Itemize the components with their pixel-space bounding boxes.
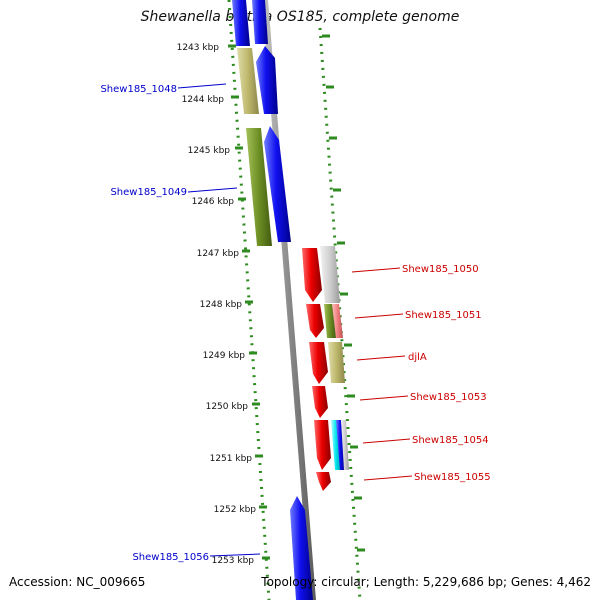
gene-shew185-1048[interactable] <box>237 48 259 114</box>
genome-summary: Topology: circular; Length: 5,229,686 bp… <box>261 575 591 589</box>
gene-shew185-1054-grey[interactable] <box>341 420 349 470</box>
label-leaders-right <box>351 267 413 481</box>
page-title: Shewanella baltica OS185, complete genom… <box>140 9 460 25</box>
gene-shew185-1051-salmon[interactable] <box>332 304 343 338</box>
gene-djla-khaki[interactable] <box>328 342 345 383</box>
gene-label-shew185-1050[interactable]: Shew185_1050 <box>402 264 479 275</box>
gene-label-shew185-1051[interactable]: Shew185_1051 <box>405 310 482 321</box>
gene-shew185-1049[interactable] <box>246 128 272 246</box>
gene-label-shew185-1053[interactable]: Shew185_1053 <box>410 392 487 403</box>
gene-label-djla[interactable]: djlA <box>408 352 427 363</box>
ruler-label: 1248 kbp <box>200 300 243 310</box>
ruler-label: 1251 kbp <box>210 454 253 464</box>
gene-forward-blue[interactable] <box>256 46 278 114</box>
gene-labels-left: Shew185_1048 Shew185_1049 Shew185_1056 <box>100 84 209 563</box>
ruler-label: 1245 kbp <box>188 146 231 156</box>
gene-shew185-1056[interactable] <box>290 496 313 600</box>
genes-value: 4,462 <box>556 575 591 589</box>
accession-info: Accession: NC_009665 <box>9 575 145 589</box>
gene-shew185-1050-grey[interactable] <box>320 246 340 303</box>
gene-shew185-1050[interactable] <box>302 248 322 302</box>
ruler-labels: 1243 kbp 1244 kbp 1245 kbp 1246 kbp 1247… <box>177 43 257 566</box>
accession-label: Accession: <box>9 575 73 589</box>
gene-shew185-1054-blue[interactable] <box>336 420 345 470</box>
gene-forward-blue[interactable] <box>232 0 250 46</box>
length-value: 5,229,686 bp; <box>422 575 508 589</box>
ruler-label: 1250 kbp <box>206 402 249 412</box>
ruler-label: 1247 kbp <box>197 249 240 259</box>
ruler-label: 1243 kbp <box>177 43 220 53</box>
gene-shew185-1054[interactable] <box>314 420 331 470</box>
gene-label-shew185-1054[interactable]: Shew185_1054 <box>412 435 489 446</box>
gene-label-shew185-1056[interactable]: Shew185_1056 <box>132 552 209 563</box>
gene-label-shew185-1049[interactable]: Shew185_1049 <box>110 187 187 198</box>
ruler-label: 1253 kbp <box>212 556 255 566</box>
gene-forward-blue[interactable] <box>252 0 268 44</box>
topology-label: Topology: <box>261 575 318 589</box>
gene-shew185-1055[interactable] <box>316 472 331 491</box>
length-label: Length: <box>373 575 420 589</box>
gene-label-shew185-1048[interactable]: Shew185_1048 <box>100 84 177 95</box>
ruler-label: 1249 kbp <box>203 351 246 361</box>
gene-shew185-1054-cyan[interactable] <box>331 420 341 470</box>
ruler-label: 1246 kbp <box>192 197 235 207</box>
ruler-label: 1244 kbp <box>182 95 225 105</box>
gene-forward-blue[interactable] <box>264 126 291 242</box>
accession-value: NC_009665 <box>76 575 146 589</box>
genes-label: Genes: <box>510 575 553 589</box>
ruler-label: 1252 kbp <box>214 505 257 515</box>
gene-djla[interactable] <box>309 342 328 384</box>
label-leaders-left <box>177 83 261 557</box>
gene-shew185-1053[interactable] <box>312 386 328 418</box>
gene-shew185-1051[interactable] <box>306 304 324 338</box>
topology-value: circular; <box>321 575 370 589</box>
ruler-ticks-right <box>322 34 365 552</box>
gene-labels-right: Shew185_1050 Shew185_1051 djlA Shew185_1… <box>402 264 491 483</box>
ruler-ticks-left <box>228 44 270 560</box>
gene-label-shew185-1055[interactable]: Shew185_1055 <box>414 472 491 483</box>
